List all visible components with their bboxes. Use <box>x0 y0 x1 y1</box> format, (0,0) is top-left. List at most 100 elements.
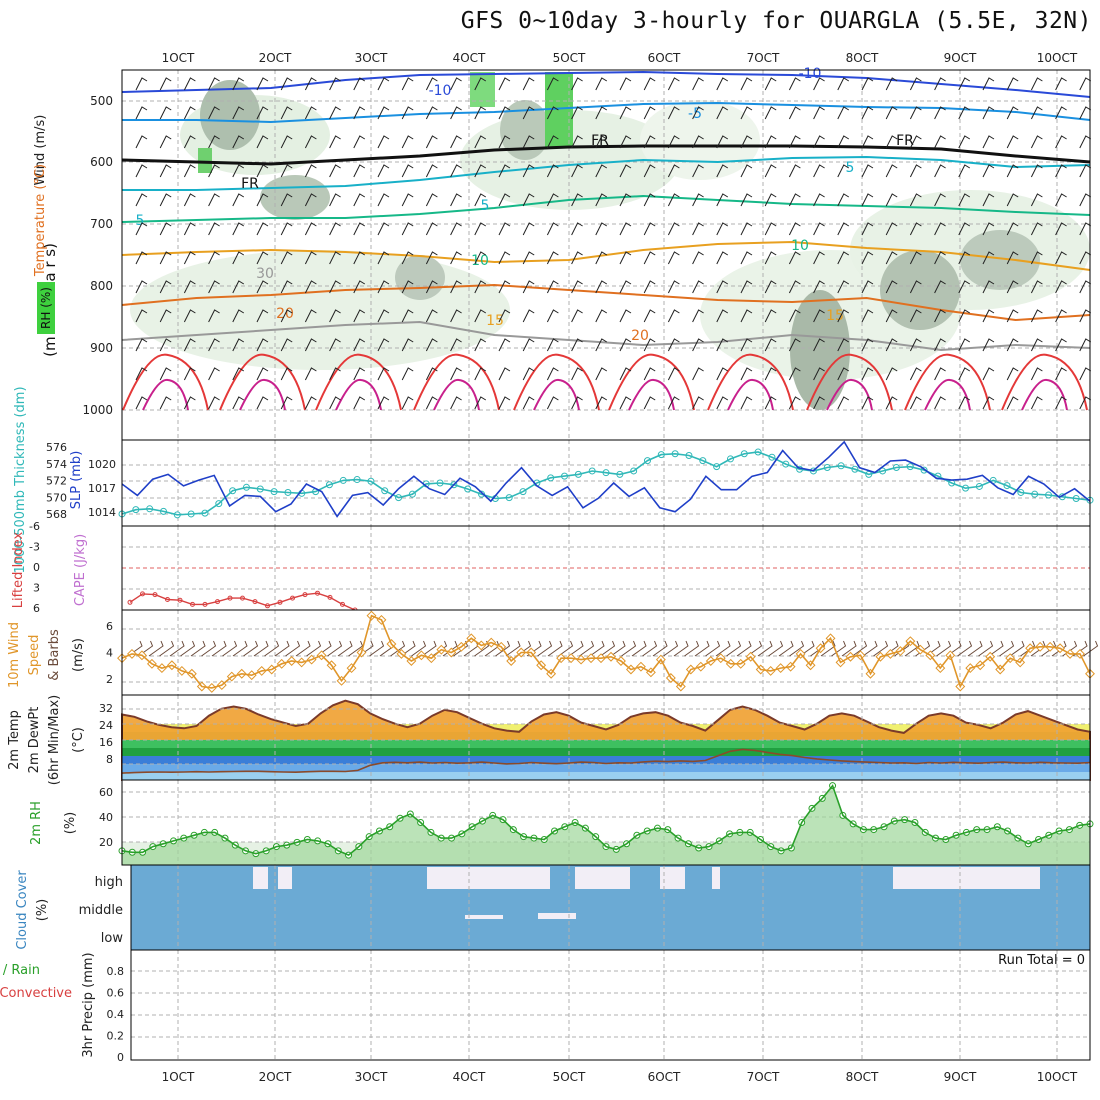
wind-barb-10m <box>421 640 437 657</box>
wind-barb <box>764 309 777 323</box>
wind-barb <box>764 251 777 265</box>
day-label-top: 3OCT <box>355 51 388 65</box>
wind-barb <box>135 396 148 410</box>
wind-barb <box>280 222 293 236</box>
wind-barb <box>474 193 487 207</box>
wind-barb <box>716 280 729 294</box>
wind-barb <box>425 338 438 352</box>
wind-barb <box>788 396 801 410</box>
wind-barb <box>159 164 172 178</box>
wind-barb-10m <box>369 640 385 657</box>
wind-barb <box>788 280 801 294</box>
wind-barb-10m <box>274 640 290 657</box>
wind-barb <box>837 280 850 294</box>
slp-axis-label: SLP (mb) <box>69 451 84 510</box>
wind-barb <box>425 367 438 381</box>
wind-barb <box>329 338 341 352</box>
wind-barb-10m <box>726 640 742 657</box>
wind-barb-10m <box>547 640 563 657</box>
wind-barb <box>232 164 245 178</box>
wind-barb <box>934 251 946 265</box>
run-total-label: Run Total = 0 <box>998 953 1085 968</box>
wind-barb <box>861 222 874 236</box>
rh-tick-label: 20 <box>99 836 113 849</box>
rh-saturated <box>470 72 495 107</box>
wind-barb <box>304 164 317 178</box>
wind-barb <box>377 106 390 120</box>
wind-barb <box>256 193 269 207</box>
wind-barb <box>498 164 511 178</box>
wind-barb <box>159 367 172 381</box>
wind-barb <box>764 77 777 91</box>
wind-barb <box>401 77 414 91</box>
contour-label: FR <box>591 133 609 149</box>
wind-barb <box>982 222 995 236</box>
wind-barb-10m <box>505 640 521 657</box>
wind-barb <box>256 309 269 323</box>
wind-barb <box>909 338 922 352</box>
rh-saturated <box>198 148 212 173</box>
wind-barb <box>595 251 608 265</box>
wind-barb-10m <box>558 640 574 657</box>
wind-barb <box>474 309 487 323</box>
wind-barb <box>813 77 825 91</box>
wind-barb <box>885 222 898 236</box>
wind-barb <box>183 396 196 410</box>
wind-barb <box>353 193 366 207</box>
temperature-contour-hot <box>904 353 991 411</box>
wind-barb <box>1030 222 1043 236</box>
wind-barb <box>885 164 898 178</box>
wind-barb <box>571 222 583 236</box>
wind-barb <box>740 106 753 120</box>
wind-barb <box>208 367 220 381</box>
wind-barb <box>716 309 729 323</box>
wind-barb-10m <box>295 640 311 657</box>
wind-barb <box>377 77 390 91</box>
wind-barb <box>256 396 269 410</box>
wind-barb <box>450 280 462 294</box>
wind-barb <box>1006 280 1019 294</box>
wind-barb <box>764 164 777 178</box>
wind-barb <box>740 164 753 178</box>
wind-barb <box>958 280 971 294</box>
wind-barb <box>692 164 704 178</box>
wind-barb <box>934 396 946 410</box>
wind-barb <box>522 106 535 120</box>
cloud-axis-label: Cloud Cover <box>15 870 30 950</box>
temperature-line <box>121 699 1091 781</box>
wind-barb <box>1079 106 1092 120</box>
wind-barb <box>909 193 922 207</box>
wind-barb <box>256 164 269 178</box>
wind-barb <box>329 280 341 294</box>
wind-barb <box>595 338 608 352</box>
wind-barb <box>377 309 390 323</box>
wind-barb <box>425 309 438 323</box>
wind-barb <box>813 106 825 120</box>
wind-barb <box>813 251 825 265</box>
wind-barb <box>958 222 971 236</box>
wind-barb <box>1079 251 1092 265</box>
wind-barb <box>619 77 632 91</box>
wind-barb <box>595 222 608 236</box>
temperature-legend-label: Temperature (°C) <box>33 164 48 277</box>
day-label-top: 9OCT <box>944 51 977 65</box>
wind-barb-10m <box>400 640 416 657</box>
wind-barb <box>643 396 656 410</box>
wind-barb <box>329 251 341 265</box>
wind-barb-10m <box>211 640 227 657</box>
wind-barb <box>837 106 850 120</box>
wind-barb <box>159 396 172 410</box>
wind-barb <box>256 338 269 352</box>
wind-barb <box>571 309 583 323</box>
wind-barb <box>813 396 825 410</box>
wind-barb <box>958 338 971 352</box>
wind-barb <box>692 251 704 265</box>
wind-barb <box>861 77 874 91</box>
wind-barb <box>1055 222 1067 236</box>
wind-barb <box>304 77 317 91</box>
wind-barb <box>183 309 196 323</box>
wind-barb <box>982 396 995 410</box>
temperature-band-front <box>122 740 1090 748</box>
wind-barb <box>982 164 995 178</box>
wind-barb <box>861 193 874 207</box>
